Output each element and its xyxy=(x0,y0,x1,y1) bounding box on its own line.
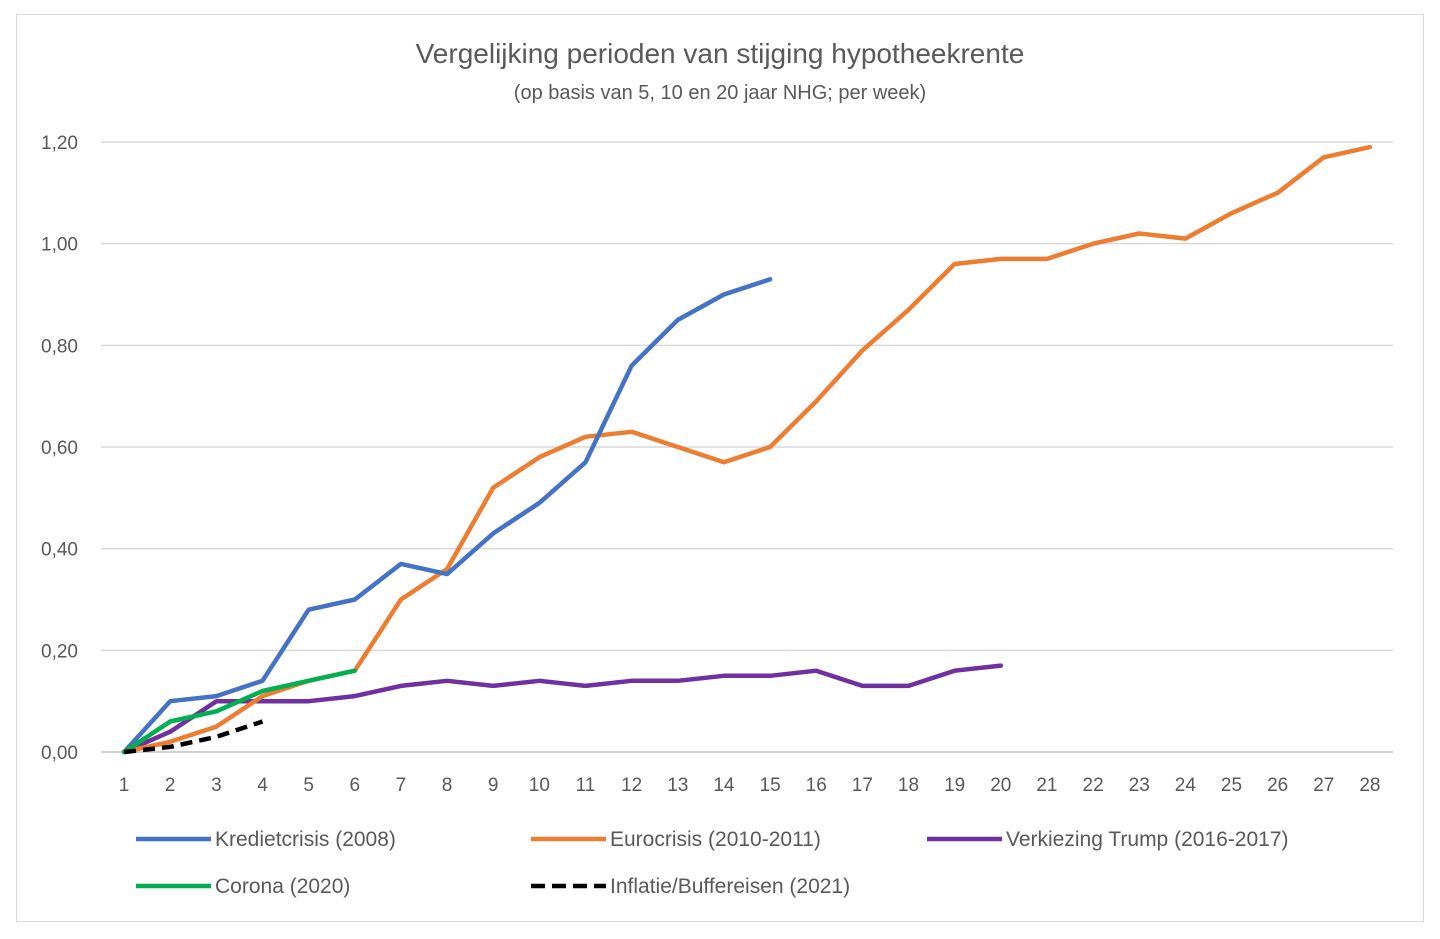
x-tick-label: 12 xyxy=(621,775,642,796)
x-axis-ticks: 1 2 3 4 5 6 7 8 9 10 11 12 13 14 15 16 17 18 19 20 21 22 23 24 2… xyxy=(119,775,1381,796)
legend-label: Kredietcrisis (2008) xyxy=(215,828,396,851)
y-axis-ticks: 0,00 0,20 0,40 0,60 0,80 1,00 1,20 xyxy=(41,133,78,764)
x-tick-label: 6 xyxy=(349,775,360,796)
chart-frame xyxy=(16,14,1424,922)
x-tick-label: 17 xyxy=(852,775,873,796)
series-line xyxy=(121,663,1004,755)
series-lines xyxy=(121,144,1373,755)
series-line xyxy=(121,668,358,755)
legend-label: Eurocrisis (2010-2011) xyxy=(610,828,821,851)
x-tick-label: 25 xyxy=(1221,775,1242,796)
series-line xyxy=(123,719,264,755)
x-tick-label: 28 xyxy=(1359,775,1380,796)
y-tick-label: 1,00 xyxy=(41,235,78,256)
x-tick-label: 2 xyxy=(165,775,176,796)
legend-label: Inflatie/Buffereisen (2021) xyxy=(610,875,850,898)
x-tick-label: 23 xyxy=(1129,775,1150,796)
legend: Kredietcrisis (2008) Eurocrisis (2010-201… xyxy=(136,828,1289,898)
series-line xyxy=(121,144,1373,755)
series-line xyxy=(121,277,773,755)
x-tick-label: 3 xyxy=(211,775,222,796)
x-tick-label: 27 xyxy=(1313,775,1334,796)
y-tick-label: 0,80 xyxy=(41,336,78,357)
x-tick-label: 15 xyxy=(760,775,781,796)
x-tick-label: 10 xyxy=(529,775,550,796)
x-tick-label: 26 xyxy=(1267,775,1288,796)
y-tick-label: 0,20 xyxy=(41,641,78,662)
y-tick-label: 0,60 xyxy=(41,438,78,459)
x-tick-label: 16 xyxy=(806,775,827,796)
gridlines xyxy=(101,141,1393,753)
x-tick-label: 21 xyxy=(1036,775,1057,796)
chart-subtitle: (op basis van 5, 10 en 20 jaar NHG; per … xyxy=(513,82,927,104)
x-tick-label: 14 xyxy=(713,775,735,796)
x-tick-label: 18 xyxy=(898,775,919,796)
x-tick-label: 1 xyxy=(119,775,130,796)
x-tick-label: 22 xyxy=(1083,775,1104,796)
legend-label: Corona (2020) xyxy=(215,875,350,898)
legend-label: Verkiezing Trump (2016-2017) xyxy=(1006,828,1289,851)
x-tick-label: 19 xyxy=(944,775,965,796)
y-tick-label: 0,40 xyxy=(41,540,78,561)
x-tick-label: 8 xyxy=(442,775,453,796)
x-tick-label: 7 xyxy=(396,775,407,796)
chart-title: Vergelijking perioden van stijging hypot… xyxy=(415,38,1025,69)
x-tick-label: 9 xyxy=(488,775,499,796)
x-tick-label: 24 xyxy=(1175,775,1197,796)
x-tick-label: 4 xyxy=(257,775,268,796)
y-tick-label: 0,00 xyxy=(41,743,78,764)
x-tick-label: 20 xyxy=(990,775,1011,796)
y-tick-label: 1,20 xyxy=(41,133,78,154)
x-tick-label: 13 xyxy=(667,775,688,796)
x-tick-label: 5 xyxy=(303,775,314,796)
x-tick-label: 11 xyxy=(576,775,596,796)
